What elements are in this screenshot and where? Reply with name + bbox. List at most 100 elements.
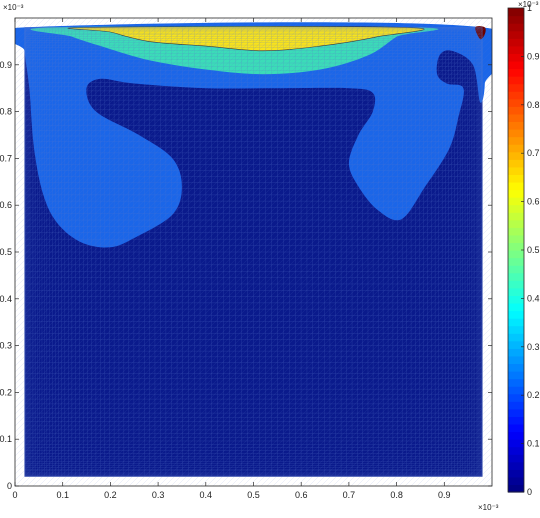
colorbar-segment [508, 476, 524, 486]
colorbar-segment [508, 272, 524, 281]
mesh-diagonal [15, 18, 106, 109]
mesh-diagonal [50, 44, 492, 486]
mesh-diagonal [15, 18, 250, 253]
colorbar-segment [508, 446, 524, 455]
mesh-diagonal [15, 18, 448, 451]
colorbar-segment [508, 234, 524, 244]
mesh-diagonal [356, 350, 492, 486]
colorbar-segment [508, 295, 524, 304]
mesh-diagonal [15, 18, 238, 241]
x-tick-label: 0 [12, 490, 17, 500]
colorbar-segment [508, 181, 524, 191]
mesh-diagonal [15, 18, 478, 481]
colorbar-segment [508, 408, 524, 417]
colorbar-segment [508, 423, 524, 433]
mesh-diagonal [15, 18, 364, 367]
colorbar-segment [508, 106, 524, 115]
mesh-diagonal [320, 314, 492, 486]
y-tick-label: 0.1 [0, 434, 12, 444]
colorbar-segment [508, 371, 524, 380]
mesh-diagonal [176, 170, 492, 486]
mesh-diagonal [15, 18, 214, 217]
mesh-diagonal [62, 56, 492, 486]
colorbar-segment [508, 363, 524, 372]
colorbar-segment [508, 280, 524, 289]
colorbar-segment [508, 83, 524, 92]
mesh-diagonal [15, 18, 472, 475]
mesh-diagonal [15, 18, 316, 319]
colorbar-tick-label: 0.4 [527, 293, 540, 303]
mesh-diagonal [15, 18, 394, 397]
colorbar-segment [508, 227, 524, 236]
colorbar-segment [508, 53, 524, 62]
mesh-diagonal [224, 218, 492, 486]
mesh-diagonal [116, 110, 492, 486]
mesh-diagonal [15, 18, 358, 361]
mesh-diagonal [68, 62, 492, 486]
colorbar-tick-label: 0.8 [527, 100, 540, 110]
mesh-diagonal [15, 18, 118, 121]
mesh-diagonal [15, 18, 304, 307]
mesh-diagonal [266, 260, 492, 486]
x-tick-label: 0.9 [438, 490, 451, 500]
colorbar-tick-label: 0.3 [527, 342, 540, 352]
mesh-diagonal [15, 18, 400, 403]
colorbar-exponent-label: ×10⁻³ [518, 0, 539, 9]
mesh-diagonal [380, 374, 492, 486]
mesh-diagonal [15, 18, 190, 193]
y-tick-label: 0.9 [0, 60, 12, 70]
mesh-diagonal [15, 18, 226, 229]
mesh-diagonal [15, 18, 196, 199]
mesh-diagonal [410, 404, 492, 486]
y-exponent-label: ×10⁻³ [3, 3, 24, 12]
mesh-diagonal [15, 18, 232, 235]
colorbar-segment [508, 333, 524, 342]
mesh-diagonal [302, 296, 492, 486]
mesh-diagonal [15, 18, 208, 211]
mesh-diagonal [206, 200, 492, 486]
colorbar-segment [508, 174, 524, 183]
plot-area [14, 17, 493, 487]
mesh-diagonal [146, 140, 492, 486]
colorbar-segment [508, 76, 524, 85]
mesh-diagonal [15, 18, 298, 301]
mesh-diagonal [15, 18, 286, 289]
mesh-diagonal [15, 18, 388, 391]
colorbar-tick-label: 1 [527, 3, 532, 13]
mesh-diagonal [158, 152, 492, 486]
mesh-diagonal [15, 18, 148, 151]
mesh-diagonal [218, 212, 492, 486]
colorbar-segment [508, 136, 524, 145]
colorbar-segment [508, 121, 524, 130]
mesh-diagonal [15, 18, 460, 463]
mesh-diagonal [350, 344, 492, 486]
colorbar-segment [508, 386, 524, 395]
colorbar-segment [508, 166, 524, 175]
colorbar-segment [508, 250, 524, 259]
mesh-diagonal [15, 18, 268, 271]
colorbar-segment [508, 378, 524, 387]
mesh-diagonal [248, 242, 492, 486]
mesh-diagonal [15, 18, 256, 259]
mesh-diagonal [15, 18, 340, 343]
colorbar-segment [508, 68, 524, 77]
mesh-diagonal [15, 18, 262, 265]
mesh-diagonal [332, 326, 492, 486]
colorbar-segment [508, 454, 524, 463]
x-tick-label: 0.4 [200, 490, 213, 500]
colorbar-segment [508, 38, 524, 47]
mesh-diagonal [290, 284, 492, 486]
mesh-diagonal [326, 320, 492, 486]
colorbar: 0 0.1 0.2 0.3 0.4 0.5 0.6 0.7 0.8 0.9 1 [507, 3, 540, 497]
mesh-diagonal [15, 18, 442, 445]
mesh-diagonal [15, 18, 430, 433]
colorbar-segment [508, 469, 524, 478]
colorbar-tick-label: 0.7 [527, 148, 540, 158]
colorbar-segment [508, 318, 524, 327]
mesh-diagonal [308, 302, 492, 486]
mesh-diagonal [15, 18, 346, 349]
colorbar-segment [508, 8, 524, 17]
mesh-diagonal [284, 278, 492, 486]
mesh-diagonal [15, 18, 154, 157]
